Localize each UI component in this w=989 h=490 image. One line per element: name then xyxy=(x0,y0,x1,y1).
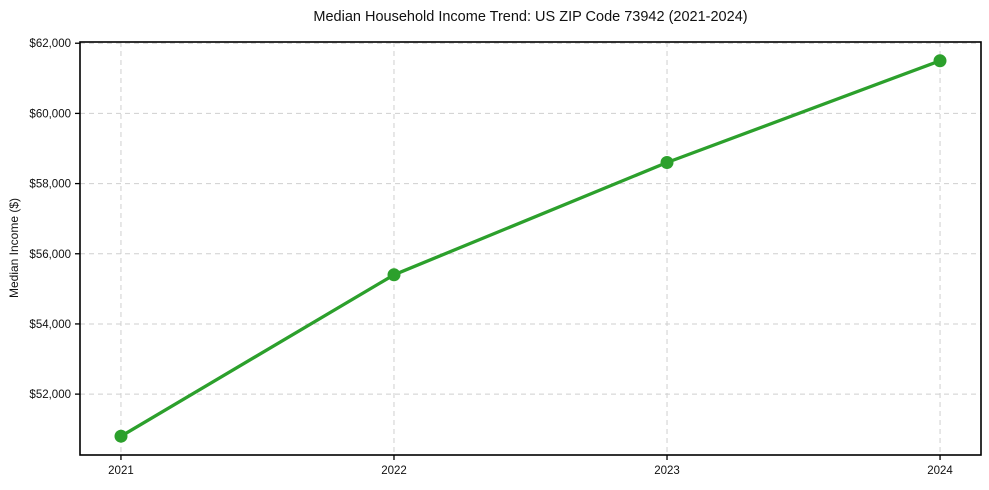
y-tick-label: $60,000 xyxy=(29,108,71,120)
plot-spines xyxy=(79,41,982,456)
data-point-marker xyxy=(114,429,128,443)
y-tick-label: $62,000 xyxy=(29,38,71,50)
y-tick-label: $54,000 xyxy=(29,319,71,331)
data-point-marker xyxy=(933,54,947,68)
trend-line xyxy=(119,59,942,438)
x-tick-label: 2023 xyxy=(654,465,680,477)
data-point-marker xyxy=(660,156,674,169)
x-tick-label: 2022 xyxy=(381,465,407,477)
y-tick-label: $52,000 xyxy=(29,389,71,401)
y-tick-label: $56,000 xyxy=(29,249,71,261)
x-tick-label: 2021 xyxy=(108,465,134,477)
data-point-marker xyxy=(387,268,401,282)
x-tick-label: 2024 xyxy=(927,465,953,477)
y-tick-label: $58,000 xyxy=(29,179,71,191)
chart-title: Median Household Income Trend: US ZIP Co… xyxy=(313,9,748,25)
